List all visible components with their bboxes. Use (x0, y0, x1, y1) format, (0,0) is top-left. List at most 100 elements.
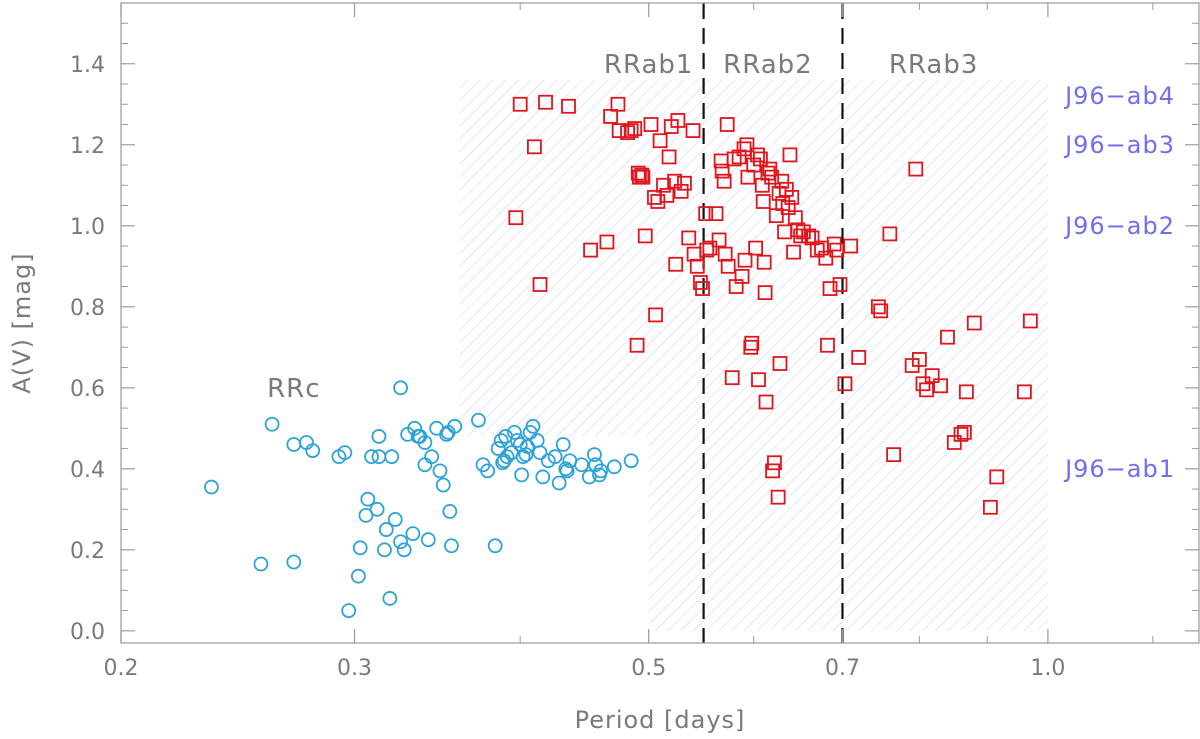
rrab-point (673, 183, 689, 199)
rrab-point (708, 206, 724, 222)
rrab-point (744, 335, 760, 351)
rrc-point (407, 420, 423, 436)
rrab-point (822, 281, 838, 296)
rrab-point (652, 133, 668, 149)
region-label: J96−ab2 (1063, 212, 1175, 240)
rrc-point (525, 418, 541, 434)
rrc-point (412, 429, 428, 444)
rrc-point (470, 412, 486, 428)
rrab-point (752, 151, 768, 167)
rrc-point (420, 532, 436, 548)
y-tick-label: 1.2 (70, 134, 105, 159)
rrc-point (204, 479, 219, 495)
rrc-point (487, 538, 503, 554)
rrab-point (627, 121, 643, 136)
rrc-point (555, 437, 571, 452)
rrab-point (724, 370, 740, 386)
rrc-point (424, 449, 440, 465)
rrab-point (793, 228, 809, 244)
y-tick-label: 0.8 (70, 296, 105, 321)
rrab-point (637, 228, 653, 244)
rrc-point (439, 426, 454, 442)
rrab-point (561, 98, 576, 114)
rrc-point (393, 534, 409, 550)
rrab-point (702, 240, 718, 256)
rrab-point (774, 173, 790, 189)
rrab-point (699, 242, 715, 258)
rrab-point (843, 238, 859, 254)
rrab-point (983, 499, 998, 515)
rrab-point (508, 210, 524, 226)
rrc-point (586, 447, 602, 463)
rrab-point (772, 356, 788, 371)
rrc-point (574, 457, 589, 473)
rrc-point (547, 449, 563, 465)
rrc-point (286, 437, 302, 452)
region-J96−ab4 (459, 79, 1048, 129)
x-axis-title: Period [days] (575, 706, 746, 734)
rrc-point (518, 447, 534, 463)
rrc-point (435, 477, 451, 493)
rrab-point (757, 285, 773, 301)
rrab-point (635, 169, 651, 185)
rrab-point (610, 96, 626, 112)
x-tick-label: 0.7 (825, 656, 860, 681)
class-label-rrab3: RRab3 (889, 50, 979, 80)
y-tick-label: 0.2 (70, 539, 105, 564)
rrab-point (760, 165, 776, 181)
rrab-point (911, 352, 927, 367)
rrab-point (737, 252, 753, 268)
rrab-point (782, 147, 798, 163)
rrab-point (685, 123, 701, 138)
rrab-point (623, 123, 639, 138)
rrc-point (535, 469, 551, 485)
rrc-point (377, 542, 392, 558)
rrab-point (764, 169, 780, 185)
rrc-point (371, 429, 387, 444)
rrab-point (933, 378, 948, 394)
y-tick-label: 1.4 (70, 53, 105, 78)
rrc-point (378, 522, 394, 537)
rrc-point (606, 459, 622, 475)
rrab-point (731, 149, 747, 165)
rrab-point (829, 242, 845, 258)
rrab-point (532, 277, 548, 292)
rrab-point (765, 463, 780, 479)
rrab-point (659, 188, 675, 203)
rrc-point (360, 491, 376, 507)
rrab-point (719, 117, 735, 132)
rrab-point (734, 269, 750, 284)
rrab-point (919, 382, 934, 398)
rrc-point (352, 540, 368, 556)
rrab-point (695, 281, 710, 296)
rrc-point (507, 424, 522, 440)
rrab-point (677, 175, 692, 191)
class-label-rrab1: RRab1 (604, 50, 694, 80)
rrc-point (444, 538, 459, 554)
rrc-point (480, 463, 496, 479)
rrc-point (337, 445, 353, 461)
rrc-point (593, 463, 609, 479)
rrc-point (558, 461, 574, 477)
rrab-point (958, 384, 974, 400)
rrc-point (496, 453, 512, 469)
rrc-point (369, 501, 385, 517)
rrab-point (832, 277, 848, 292)
y-axis-title: A(V) [mag] (8, 252, 36, 393)
rrab-point (714, 163, 730, 179)
rrab-point (786, 244, 801, 260)
rrab-point (661, 149, 677, 165)
rrab-point (599, 234, 615, 250)
rrab-point (851, 350, 867, 365)
region-label: J96−ab1 (1063, 455, 1175, 483)
rrab-point (711, 232, 727, 248)
rrab-point (882, 226, 898, 242)
rrc-point (405, 526, 421, 542)
rrab-point (989, 469, 1005, 485)
rrab-point (681, 230, 697, 246)
y-tick-label: 0.0 (70, 620, 105, 645)
x-tick-label: 0.5 (631, 656, 666, 681)
rrab-point (820, 337, 835, 353)
rrc-point (490, 441, 506, 456)
rrc-point (551, 475, 567, 491)
